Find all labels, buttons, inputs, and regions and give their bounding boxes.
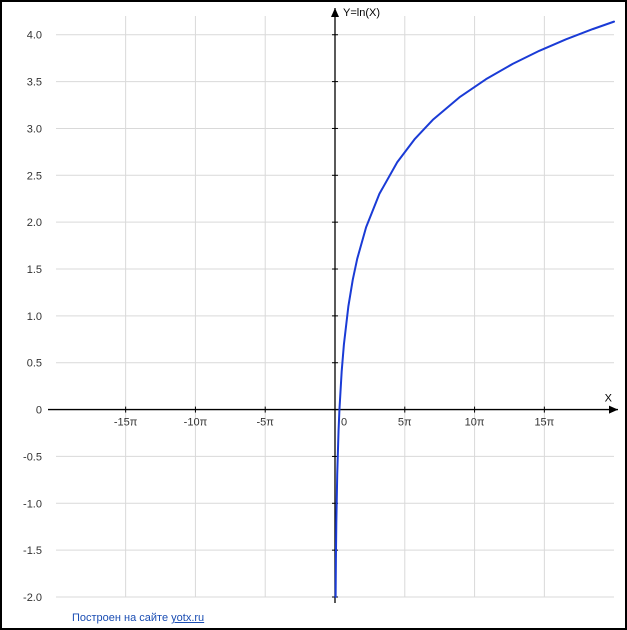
svg-text:4.0: 4.0 <box>27 30 42 42</box>
svg-text:-1.0: -1.0 <box>23 498 42 510</box>
svg-text:-1.5: -1.5 <box>23 545 42 557</box>
svg-text:-0.5: -0.5 <box>23 451 42 463</box>
svg-text:-5π: -5π <box>257 417 275 429</box>
svg-text:0: 0 <box>36 405 42 417</box>
svg-text:0: 0 <box>341 417 347 429</box>
svg-text:2.5: 2.5 <box>27 170 42 182</box>
svg-text:1.0: 1.0 <box>27 311 42 323</box>
svg-text:5π: 5π <box>398 417 412 429</box>
svg-text:-2.0: -2.0 <box>23 592 42 604</box>
footer-link[interactable]: yotx.ru <box>171 612 204 624</box>
footer-prefix: Построен на сайте <box>72 612 171 624</box>
svg-text:X: X <box>605 393 613 405</box>
svg-text:-10π: -10π <box>184 417 208 429</box>
svg-text:Y=ln(X): Y=ln(X) <box>343 7 380 19</box>
svg-text:0.5: 0.5 <box>27 358 42 370</box>
svg-text:1.5: 1.5 <box>27 264 42 276</box>
svg-text:3.0: 3.0 <box>27 123 42 135</box>
svg-text:3.5: 3.5 <box>27 77 42 89</box>
svg-text:10π: 10π <box>465 417 485 429</box>
chart-container: -15π -10π -5π 0 5π 10π 15π -2.0 -1.5 -1.0 -0.5 0 0.5… <box>0 0 627 630</box>
chart-svg: -15π -10π -5π 0 5π 10π 15π -2.0 -1.5 -1.0 -0.5 0 0.5… <box>2 2 625 628</box>
svg-text:-15π: -15π <box>114 417 138 429</box>
footer-attribution: Построен на сайте yotx.ru <box>72 612 204 624</box>
svg-text:2.0: 2.0 <box>27 217 42 229</box>
svg-text:15π: 15π <box>534 417 554 429</box>
